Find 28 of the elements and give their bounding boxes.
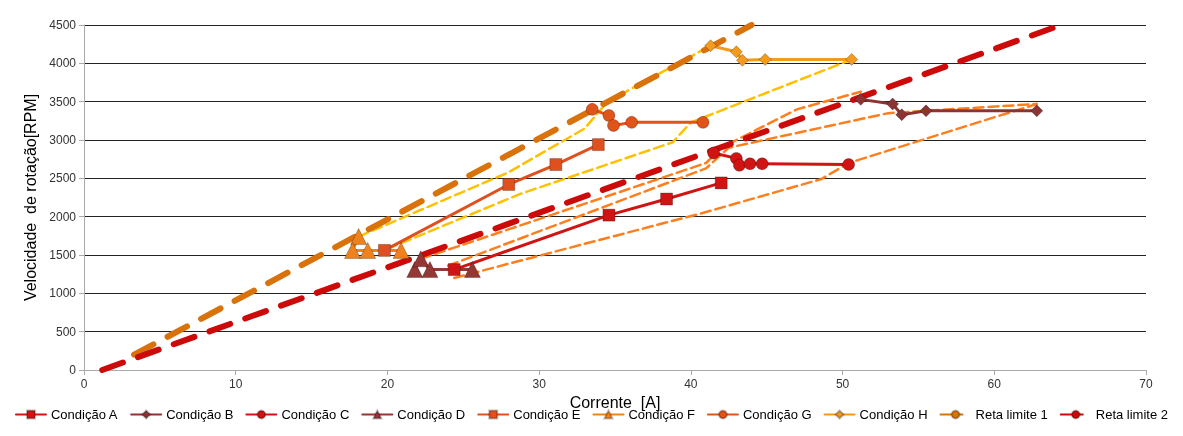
- y-tick-label: 3000: [49, 133, 77, 147]
- legend-label: Reta limite 2: [1095, 407, 1169, 422]
- y-tick-label: 3500: [49, 94, 77, 109]
- legend-label: Condição C: [281, 407, 350, 422]
- x-tick-label: 60: [987, 377, 1002, 391]
- y-tick-label: 4000: [49, 56, 77, 71]
- y-tick-label: 4500: [49, 18, 77, 32]
- x-tick-label: 0: [80, 377, 88, 391]
- legend-label: Condição D: [397, 407, 466, 422]
- x-tick-label: 40: [684, 377, 698, 391]
- legend-label: Reta limite 1: [975, 407, 1048, 422]
- legend-label: Condição A: [50, 407, 118, 422]
- y-tick-label: 2500: [49, 171, 77, 186]
- legend-label: Condição G: [742, 407, 812, 422]
- y-tick-label: 0: [69, 363, 77, 377]
- x-tick-label: 50: [835, 377, 850, 391]
- y-axis-title: Velocidade de rotação[RPM]: [21, 93, 39, 302]
- x-tick-label: 70: [1139, 377, 1153, 391]
- y-tick-label: 1000: [49, 286, 77, 301]
- y-tick-label: 1500: [49, 248, 77, 262]
- legend-label: Condição E: [513, 407, 581, 422]
- y-tick-label: 2000: [49, 209, 77, 224]
- x-tick-label: 20: [380, 377, 395, 391]
- x-tick-label: 30: [532, 377, 547, 391]
- x-tick-label: 10: [229, 377, 243, 391]
- legend-label: Condição H: [859, 407, 928, 422]
- legend-label: Condição B: [166, 407, 234, 422]
- y-tick-label: 500: [55, 324, 77, 339]
